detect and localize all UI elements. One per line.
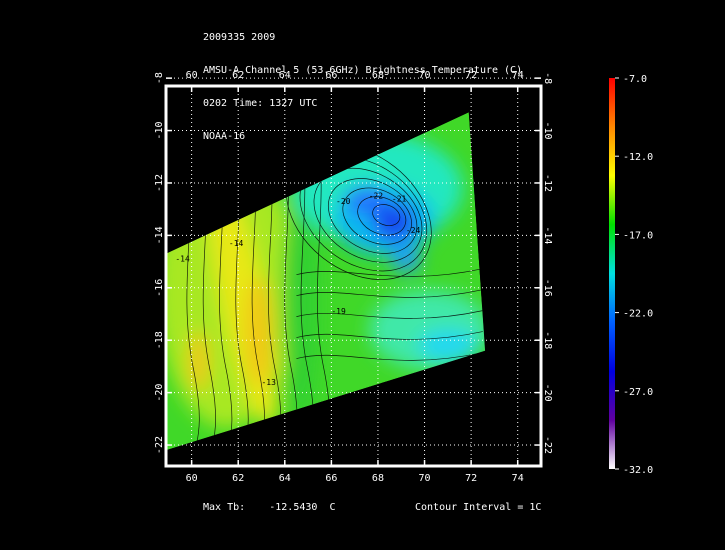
- contour-label: -21: [392, 194, 407, 203]
- tick-label-y-right: -14: [542, 226, 553, 244]
- contour-ring: [313, 167, 423, 263]
- colorbar: -7.0 -12.0 -17.0 -22.0 -27.0 -32.0: [609, 74, 653, 476]
- tick-label-x-top: 66: [325, 70, 337, 81]
- plot-frame: [164, 84, 543, 468]
- contour-label: -19: [331, 307, 346, 316]
- contour-line: [296, 268, 483, 277]
- tick-label-y-right: -8: [542, 72, 553, 84]
- brightness-swath: -14 -14 -13 -19 -20 -21 -22 -24: [166, 112, 486, 451]
- tick-label-x-top: 70: [419, 70, 431, 81]
- contour-label: -20: [336, 197, 351, 206]
- tick-label-y-left: -22: [154, 436, 165, 454]
- contour-line: [296, 352, 483, 361]
- tick-label-y-left: -20: [154, 384, 165, 402]
- colorbar-tick-label: -27.0: [623, 387, 653, 398]
- max-tb-label: Max Tb:: [203, 502, 246, 513]
- colorbar-gradient: [609, 78, 615, 469]
- contour-ring: [327, 178, 418, 254]
- tick-label-x-top: 72: [465, 70, 477, 81]
- chart-title: AMSU-A Channel 5 (53.6GHz) Brightness Te…: [203, 65, 523, 76]
- contour-ring: [342, 187, 412, 245]
- contour-line: [296, 310, 483, 319]
- contour-ring: [372, 204, 401, 226]
- tick-label-y-left: -10: [154, 122, 165, 140]
- colorbar-tick-label: -32.0: [623, 465, 653, 476]
- contour-ring: [357, 196, 407, 236]
- tick-label-y-left: -8: [154, 72, 165, 84]
- tick-label-y-right: -10: [542, 122, 553, 140]
- chart-header: 2009335 2009 AMSU-A Channel 5 (53.6GHz) …: [203, 10, 522, 153]
- colorbar-tick-label: -22.0: [623, 309, 653, 320]
- blob-blue-s: [392, 248, 421, 273]
- colorbar-tick-label: -17.0: [623, 230, 653, 241]
- tick-label-y-left: -14: [154, 226, 165, 244]
- tick-label-y-right: -12: [542, 174, 553, 192]
- max-tb-value: -12.5430: [269, 502, 318, 513]
- tick-label-x-bottom: 70: [419, 473, 431, 484]
- header-date: 2009335 2009: [203, 32, 276, 43]
- tick-label-y-right: -20: [542, 384, 553, 402]
- grid-lines: [166, 77, 541, 466]
- tick-label-y-right: -18: [542, 331, 553, 349]
- contour-interval-readout: Contour Interval = 1C: [415, 502, 542, 513]
- tick-label-x-top: 64: [279, 70, 291, 81]
- frame-rect: [164, 84, 543, 468]
- colorbar-tick-label: -12.0: [623, 152, 653, 163]
- header-time: 0202 Time: 1327 UTC: [203, 98, 318, 109]
- blob-blue-n: [344, 186, 389, 215]
- blob-cyan-se: [417, 329, 478, 362]
- tick-label-x-bottom: 68: [372, 473, 384, 484]
- contour-label: -22: [369, 192, 384, 201]
- tick-label-x-bottom: 64: [279, 473, 291, 484]
- max-tb-unit: C: [329, 502, 336, 513]
- swath-fill: -14 -14 -13 -19 -20 -21 -22 -24: [166, 112, 486, 451]
- tick-label-y-left: -16: [154, 279, 165, 297]
- max-tb-readout: Max Tb: -12.5430 C: [203, 502, 336, 513]
- tick-label-x-bottom: 60: [186, 473, 198, 484]
- contour-label: -13: [261, 378, 276, 387]
- contour-line: [296, 289, 483, 298]
- header-satellite: NOAA-16: [203, 131, 246, 142]
- contour-label: -14: [175, 255, 190, 264]
- contour-label: -24: [406, 226, 421, 235]
- contour-label: -14: [229, 239, 244, 248]
- tick-label-x-top: 62: [232, 70, 244, 81]
- colorbar-tick-label: -7.0: [623, 74, 647, 85]
- blob-warm-west: [188, 331, 209, 392]
- blob-blue-core: [372, 202, 417, 243]
- tick-label-y-right: -22: [542, 436, 553, 454]
- tick-label-x-top: 68: [372, 70, 384, 81]
- tick-label-x-bottom: 62: [232, 473, 244, 484]
- tick-label-x-bottom: 72: [465, 473, 477, 484]
- tick-label-x-top: 74: [512, 70, 524, 81]
- tick-label-y-left: -12: [154, 174, 165, 192]
- tick-label-y-right: -16: [542, 279, 553, 297]
- tick-label-y-left: -18: [154, 331, 165, 349]
- tick-label-x-bottom: 66: [325, 473, 337, 484]
- tick-label-x-bottom: 74: [512, 473, 524, 484]
- contour-line: [296, 331, 483, 340]
- tick-label-x-top: 60: [186, 70, 198, 81]
